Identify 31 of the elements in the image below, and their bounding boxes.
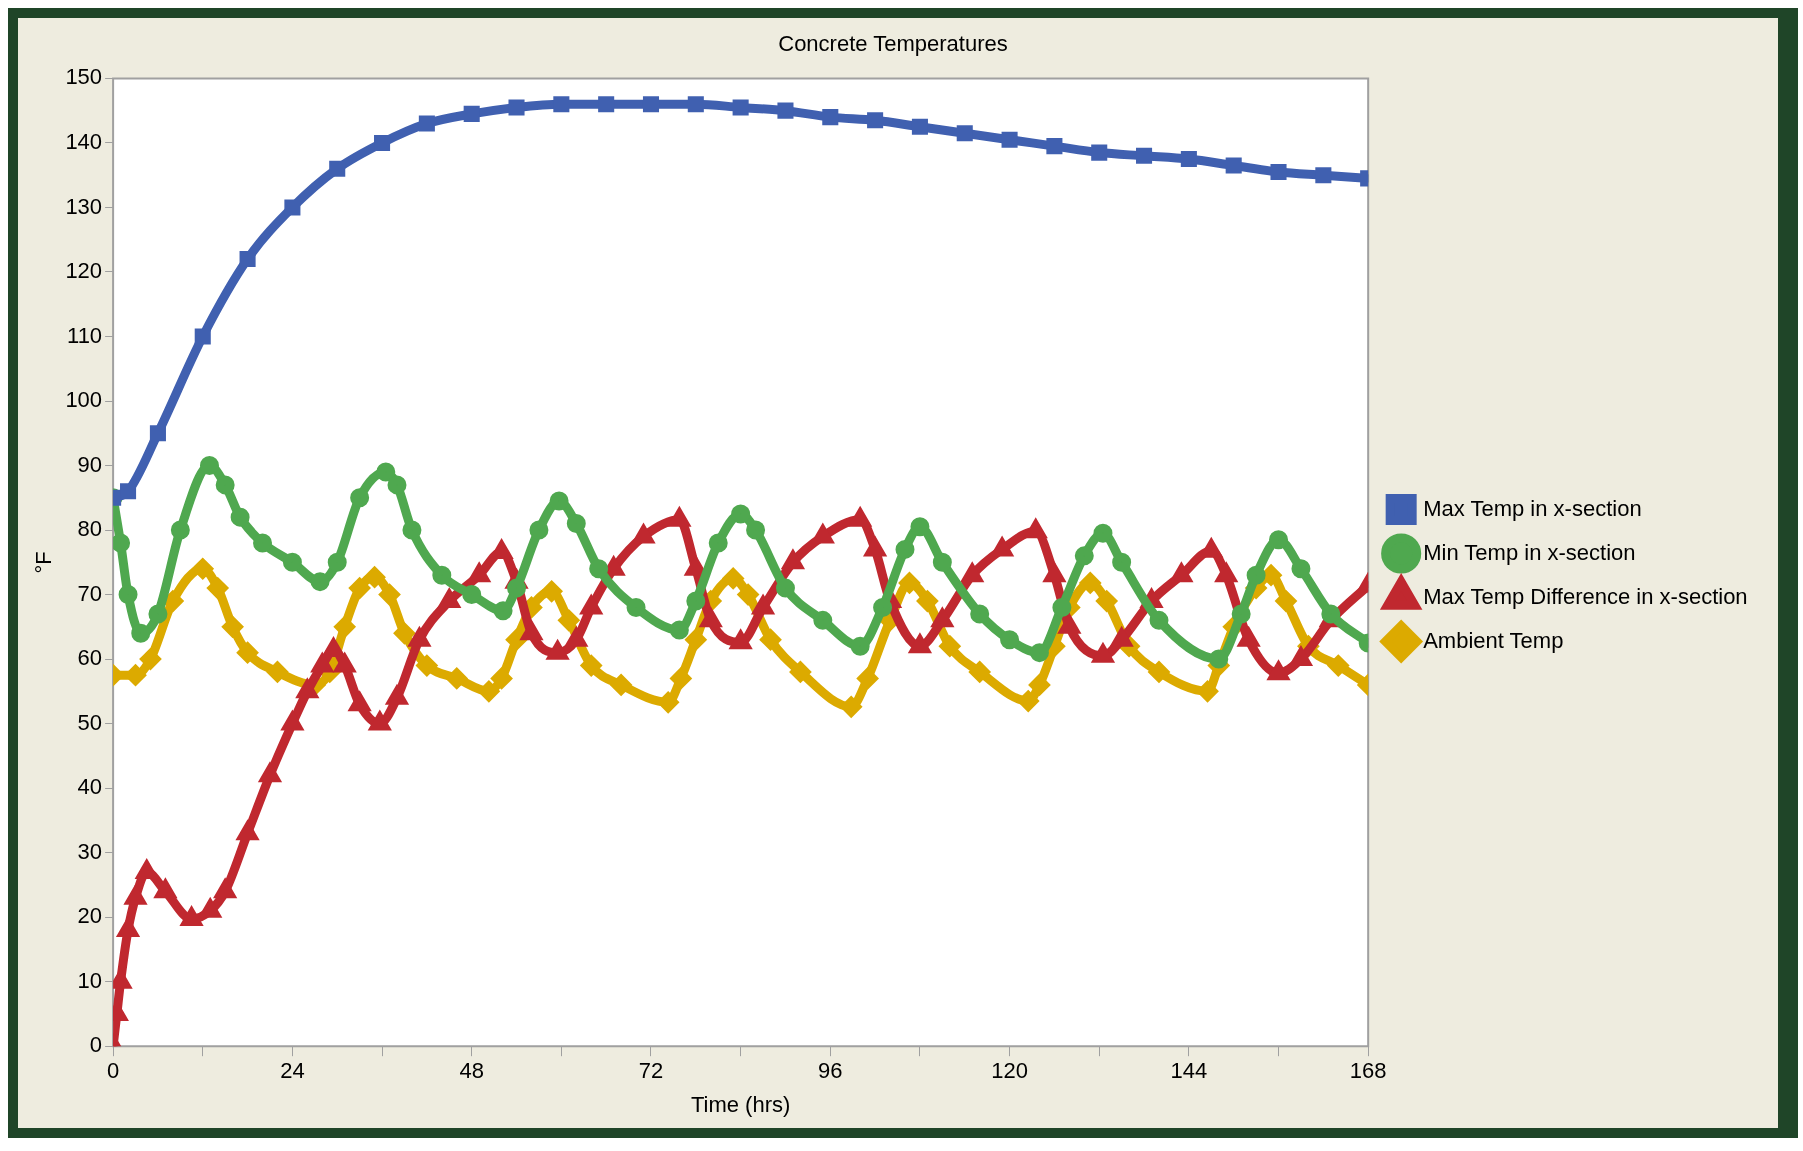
legend-label: Max Temp in x-section	[1423, 495, 1642, 521]
y-tick-label: 20	[77, 903, 103, 929]
y-tick-label: 40	[77, 774, 103, 800]
x-tick-label: 72	[638, 1058, 664, 1084]
y-tick-label: 50	[77, 709, 103, 735]
y-tick-label: 110	[67, 322, 103, 348]
y-tick-label: 150	[65, 64, 103, 90]
y-tick-label: 60	[77, 645, 103, 671]
y-tick-label: 130	[65, 193, 103, 219]
x-tick-label: 0	[106, 1058, 120, 1084]
y-tick-label: 0	[89, 1032, 103, 1058]
chart-title: Concrete Temperatures	[778, 31, 1008, 57]
x-axis-title: Time (hrs)	[690, 1091, 791, 1117]
x-tick-label: 168	[1349, 1058, 1387, 1084]
x-tick-label: 24	[280, 1058, 305, 1084]
legend-label: Ambient Temp	[1423, 627, 1564, 653]
x-tick-label: 120	[991, 1058, 1028, 1084]
y-tick-label: 70	[77, 580, 103, 606]
legend-label: Min Temp in x-section	[1423, 539, 1636, 565]
y-tick-label: 10	[77, 967, 103, 993]
x-tick-label: 96	[818, 1058, 843, 1084]
y-tick-label: 80	[77, 516, 103, 542]
y-tick-label: 140	[65, 128, 103, 154]
y-tick-label: 30	[77, 838, 103, 864]
y-tick-label: 90	[77, 451, 103, 477]
x-tick-label: 144	[1170, 1058, 1208, 1084]
y-tick-label: 100	[65, 387, 103, 413]
x-tick-label: 48	[459, 1058, 484, 1084]
y-tick-label: 120	[65, 258, 103, 284]
y-axis-title: °F	[31, 551, 57, 574]
legend-label: Max Temp Difference in x-section	[1423, 583, 1748, 609]
